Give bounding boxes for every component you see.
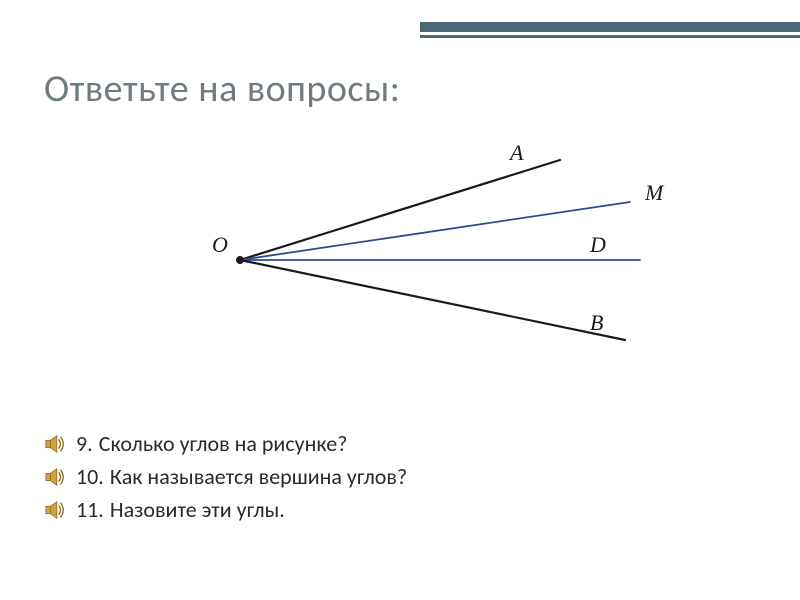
ray-label-D: D <box>589 232 606 257</box>
ray-label-B: B <box>590 310 603 335</box>
question-number: 9. <box>76 430 93 457</box>
ray-A <box>240 160 560 260</box>
question-row: 11.Назовите эти углы. <box>44 496 407 523</box>
vertex-point <box>236 256 244 264</box>
header-rule <box>420 22 800 40</box>
question-text: Как называется вершина углов? <box>110 463 407 490</box>
speaker-icon[interactable] <box>44 466 66 488</box>
question-row: 9.Сколько углов на рисунке? <box>44 430 407 457</box>
header-rule-thick <box>420 22 800 32</box>
question-text: Назовите эти углы. <box>110 496 285 523</box>
speaker-icon[interactable] <box>44 433 66 455</box>
ray-B <box>240 260 625 340</box>
vertex-label: O <box>212 232 228 257</box>
angle-diagram: A M D B O <box>180 140 680 390</box>
speaker-icon[interactable] <box>44 499 66 521</box>
page-title: Ответьте на вопросы: <box>44 66 400 112</box>
ray-label-M: M <box>644 180 665 205</box>
question-text: Сколько углов на рисунке? <box>99 430 348 457</box>
question-list: 9.Сколько углов на рисунке? 10.Как называ… <box>44 430 407 529</box>
diagram-svg: A M D B O <box>180 140 680 390</box>
ray-label-A: A <box>508 140 524 165</box>
header-rule-thin <box>420 35 800 38</box>
question-number: 11. <box>76 496 104 523</box>
question-row: 10.Как называется вершина углов? <box>44 463 407 490</box>
ray-M <box>240 202 630 260</box>
question-number: 10. <box>76 463 104 490</box>
